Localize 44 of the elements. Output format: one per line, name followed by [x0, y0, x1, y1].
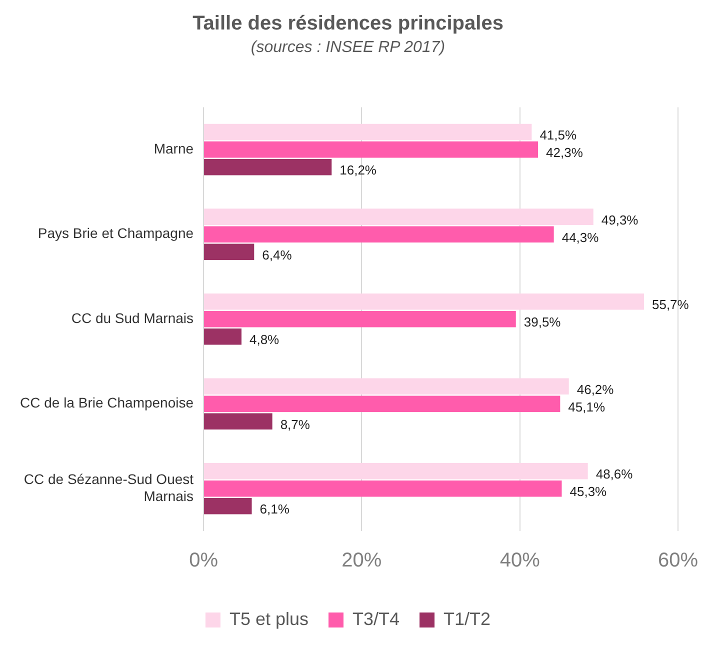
x-tick-label: 20%	[342, 550, 382, 572]
bar	[204, 244, 254, 260]
data-label: 55,7%	[652, 297, 690, 312]
bar	[204, 293, 644, 310]
bar	[204, 158, 332, 176]
data-label: 45,1%	[568, 399, 606, 414]
bar	[204, 413, 272, 430]
bar	[204, 226, 554, 242]
data-label: 6,4%	[262, 247, 292, 262]
data-label: 42,3%	[546, 145, 584, 160]
data-label: 4,8%	[249, 332, 280, 348]
legend-label: T5 et plus	[229, 608, 309, 629]
y-tick-label: CC du Sud Marnais	[71, 310, 194, 326]
data-label: 8,7%	[280, 416, 310, 432]
bar	[204, 480, 562, 497]
data-label: 45,3%	[570, 484, 608, 500]
bar	[204, 208, 594, 225]
chart-subtitle: (sources : INSEE RP 2017)	[250, 39, 446, 56]
chart-title: Taille des résidences principales	[192, 12, 504, 35]
x-tick-label: 0%	[189, 550, 218, 572]
legend-label: T1/T2	[444, 608, 491, 629]
y-tick-label: Marne	[154, 140, 194, 156]
data-label: 16,2%	[340, 162, 377, 178]
x-tick-label: 60%	[658, 550, 698, 572]
legend-label: T3/T4	[352, 608, 400, 629]
bar	[204, 328, 242, 345]
data-label: 46,2%	[576, 382, 614, 397]
bar	[204, 310, 516, 328]
y-tick-label: Pays Brie et Champagne	[38, 225, 194, 242]
bar	[204, 124, 532, 140]
bar	[204, 396, 560, 412]
bar	[204, 378, 569, 394]
data-label: 41,5%	[540, 128, 577, 143]
data-label: 6,1%	[260, 502, 290, 517]
bar	[204, 141, 538, 158]
bar	[204, 498, 252, 514]
data-label: 48,6%	[596, 466, 634, 482]
data-label: 39,5%	[524, 314, 562, 330]
x-tick-label: 40%	[500, 550, 540, 572]
bar	[204, 462, 588, 480]
data-label: 49,3%	[601, 212, 639, 228]
data-label: 44,3%	[562, 230, 600, 245]
y-tick-label: CC de Sézanne-Sud Ouest Marnais	[24, 471, 194, 504]
y-tick-label: CC de la Brie Champenoise	[20, 394, 194, 411]
